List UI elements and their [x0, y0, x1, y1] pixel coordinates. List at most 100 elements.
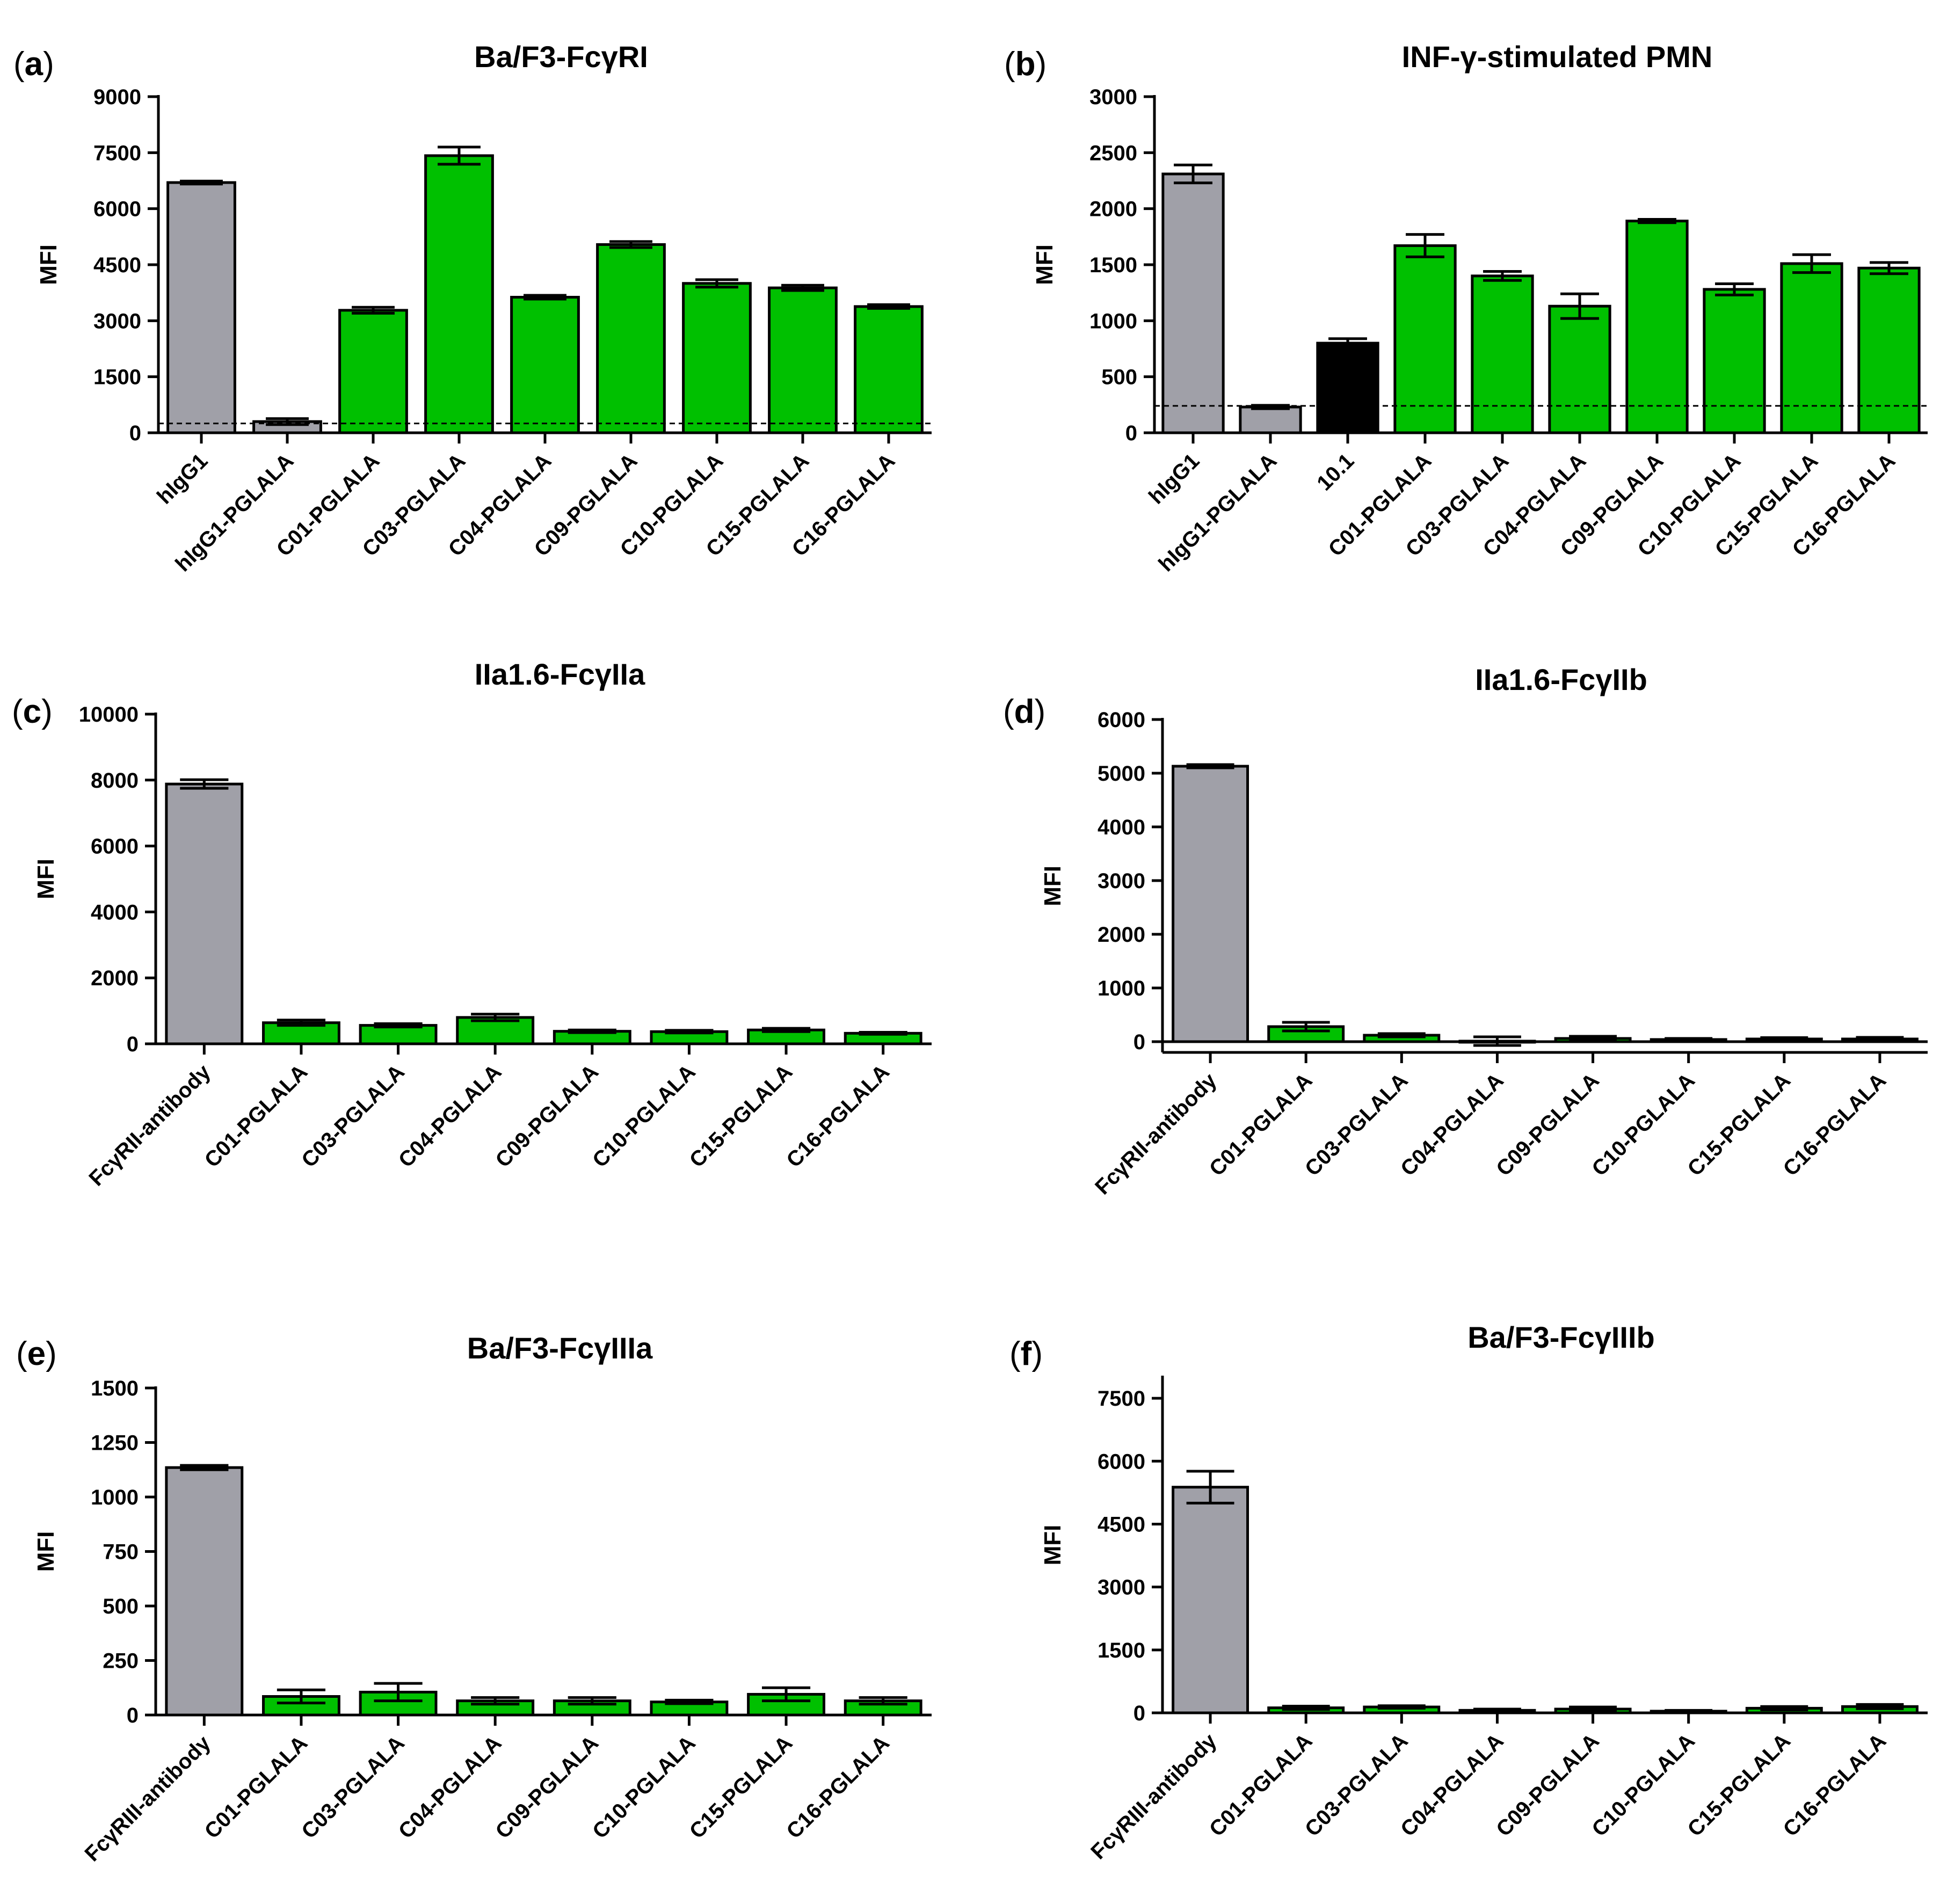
y-tick-label: 1500	[91, 1377, 139, 1400]
panel-letter: b	[1015, 46, 1036, 83]
bar[interactable]	[1172, 1486, 1249, 1714]
chart-title: Ba/F3-FcγRI	[474, 40, 648, 74]
y-tick-label: 3000	[1098, 869, 1145, 893]
x-category-label: C09-PGLALA	[491, 1060, 603, 1172]
y-tick-label: 250	[103, 1649, 139, 1673]
y-tick-label: 2000	[91, 966, 139, 990]
bar[interactable]	[424, 154, 494, 434]
y-tick-label: 2500	[1089, 141, 1137, 165]
y-tick-label: 4000	[91, 900, 139, 924]
panel-letter: e	[27, 1335, 46, 1372]
bar[interactable]	[1780, 262, 1843, 434]
y-tick-label: 7500	[93, 141, 141, 165]
y-axis-label: MFI	[35, 244, 62, 285]
y-tick-label: 3000	[1089, 85, 1137, 109]
x-category-label: C01-PGLALA	[200, 1060, 313, 1172]
y-tick-label: 9000	[93, 85, 141, 109]
panel-label: (a)	[13, 46, 54, 83]
y-tick-label: 4500	[93, 253, 141, 277]
y-tick-label: 0	[1125, 422, 1137, 445]
y-tick-label: 6000	[1098, 708, 1145, 732]
panel-label: (f)	[1009, 1335, 1043, 1372]
y-axis-label: MFI	[33, 1531, 59, 1572]
bar[interactable]	[854, 305, 924, 434]
chart-title: Ba/F3-FcγIIIb	[1467, 1320, 1655, 1354]
panel-letter: d	[1014, 693, 1035, 730]
y-tick-label: 1500	[1089, 253, 1137, 277]
y-tick-label: 3000	[93, 309, 141, 333]
y-tick-label: 2000	[1089, 198, 1137, 221]
x-category-label: FcγRII-antibody	[1091, 1069, 1222, 1200]
x-category-label: C16-PGLALA	[782, 1731, 894, 1843]
bar[interactable]	[1316, 341, 1379, 434]
panel-label: (b)	[1004, 46, 1047, 83]
panel-letter: f	[1021, 1335, 1032, 1372]
x-category-label: hIgG1	[1144, 449, 1204, 508]
x-category-label: C01-PGLALA	[200, 1731, 313, 1843]
panel-label: (e)	[16, 1335, 57, 1372]
y-tick-label: 5000	[1098, 762, 1145, 786]
x-category-label: C03-PGLALA	[297, 1060, 409, 1172]
x-category-label: hIgG1	[152, 449, 212, 508]
y-tick-label: 0	[129, 422, 141, 445]
bar[interactable]	[165, 1466, 244, 1717]
bar[interactable]	[768, 286, 838, 434]
y-tick-label: 0	[1134, 1030, 1145, 1054]
bar[interactable]	[165, 782, 244, 1045]
x-category-label: C15-PGLALA	[685, 1060, 797, 1172]
bar[interactable]	[1548, 304, 1611, 434]
y-tick-label: 6000	[93, 198, 141, 221]
y-tick-label: 4500	[1098, 1513, 1145, 1536]
chart-title: INF-γ-stimulated PMN	[1402, 40, 1713, 74]
bar[interactable]	[596, 243, 666, 434]
panel-label: (d)	[1003, 693, 1045, 730]
y-tick-label: 0	[127, 1704, 139, 1727]
y-tick-label: 6000	[91, 835, 139, 859]
chart-panel-a: (a) Ba/F3-FcγRI MFI 0 1500 3000 4500 6000 7500 90…	[13, 40, 932, 576]
panel-label: (c)	[12, 693, 53, 730]
x-category-label: 10.1	[1312, 449, 1358, 495]
chart-panel-f: (f) Ba/F3-FcγIIIb MFI 0 1500 3000 4500 6000 7500…	[1009, 1320, 1928, 1864]
x-category-label: C16-PGLALA	[1779, 1069, 1891, 1181]
x-category-label: C09-PGLALA	[491, 1731, 603, 1843]
panel-letter: c	[23, 693, 41, 730]
bar[interactable]	[338, 309, 408, 434]
y-tick-label: 1250	[91, 1431, 139, 1455]
bar[interactable]	[166, 181, 236, 434]
y-tick-label: 10000	[79, 703, 139, 726]
bar[interactable]	[359, 1024, 438, 1045]
x-category-label: C16-PGLALA	[1779, 1729, 1891, 1841]
y-tick-label: 1500	[93, 366, 141, 389]
y-tick-label: 8000	[91, 769, 139, 793]
bar[interactable]	[1471, 274, 1534, 434]
bar[interactable]	[1625, 220, 1689, 434]
y-tick-label: 3000	[1098, 1576, 1145, 1600]
y-tick-label: 4000	[1098, 816, 1145, 839]
bar[interactable]	[510, 296, 580, 434]
bar[interactable]	[1161, 172, 1225, 434]
panel-letter: a	[25, 46, 43, 83]
y-tick-label: 6000	[1098, 1450, 1145, 1473]
y-tick-label: 2000	[1098, 923, 1145, 947]
x-category-label: C04-PGLALA	[394, 1731, 506, 1843]
y-tick-label: 1000	[1098, 977, 1145, 1000]
chart-title: IIa1.6-FcγIIa	[475, 657, 645, 691]
y-tick-label: 500	[1101, 366, 1137, 389]
x-category-label: C10-PGLALA	[588, 1731, 700, 1843]
x-category-label: C03-PGLALA	[297, 1731, 409, 1843]
bar[interactable]	[1857, 266, 1921, 434]
bar[interactable]	[1239, 405, 1302, 434]
y-tick-label: 1000	[91, 1486, 139, 1509]
y-axis-label: MFI	[33, 859, 59, 899]
bar[interactable]	[1703, 288, 1766, 434]
bar[interactable]	[1172, 765, 1249, 1043]
bar[interactable]	[1393, 244, 1457, 434]
chart-title: Ba/F3-FcγIIIa	[467, 1331, 653, 1365]
y-tick-label: 750	[103, 1540, 139, 1564]
chart-panel-d: (d) IIa1.6-FcγIIb MFI 0 1000 2000 3000 4000 5000…	[1003, 663, 1928, 1200]
x-category-label: C15-PGLALA	[685, 1731, 797, 1843]
bar[interactable]	[682, 282, 752, 434]
y-tick-label: 0	[127, 1033, 139, 1056]
y-tick-label: 1000	[1089, 309, 1137, 333]
